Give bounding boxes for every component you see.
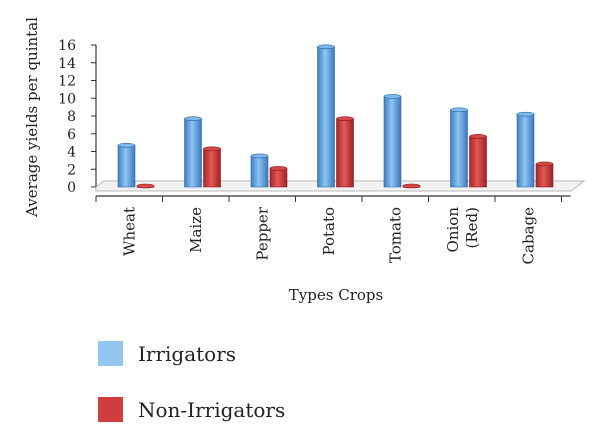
bar-top [203, 146, 221, 152]
legend-label: Irrigators [138, 342, 236, 366]
legend-label: Non-Irrigators [138, 398, 285, 422]
bar-body [383, 96, 402, 188]
bar-body [184, 118, 202, 188]
legend-item: Irrigators [98, 341, 236, 366]
bar-top [184, 116, 202, 121]
y-tick-label: 10 [58, 91, 76, 107]
y-tick-label: 0 [67, 180, 76, 196]
category-label: Cabage [519, 207, 537, 265]
bar-top [516, 111, 535, 117]
y-tick-label: 16 [58, 38, 76, 54]
bar-top [269, 166, 288, 171]
bar-body [336, 118, 354, 188]
y-tick-label: 2 [67, 162, 76, 178]
bar-body [450, 109, 468, 188]
legend-item: Non-Irrigators [98, 397, 285, 422]
bar [117, 142, 136, 188]
bar [136, 183, 155, 189]
bar [516, 111, 535, 188]
bar [383, 94, 402, 188]
bar-body [269, 168, 288, 188]
bar-top [250, 153, 269, 159]
bar-body [317, 46, 335, 188]
y-tick-label: 12 [58, 74, 76, 90]
bar-body [535, 163, 554, 188]
category-label: Wheat [120, 207, 138, 256]
bar [450, 107, 468, 188]
bar-body [203, 148, 221, 188]
category-label: Pepper [253, 206, 271, 260]
bar [469, 134, 487, 188]
bar-top [317, 44, 335, 50]
bar-top [136, 183, 155, 189]
bar-top [535, 161, 554, 167]
bar-top [383, 94, 402, 99]
bars [117, 44, 554, 189]
bar-top [450, 107, 468, 113]
bar [402, 183, 421, 189]
legend-swatch [98, 341, 123, 366]
category-label: Tomato [386, 207, 404, 263]
x-axis-title: Types Crops [289, 286, 383, 304]
bar-body [469, 136, 487, 188]
bar [269, 166, 288, 188]
bar-top [402, 183, 421, 189]
y-tick-label: 6 [67, 127, 76, 143]
category-label: Maize [187, 207, 205, 253]
category-label: Onion(Red) [444, 207, 481, 253]
bar-body [250, 155, 269, 188]
bar-body [516, 113, 535, 188]
bar [317, 44, 335, 188]
y-tick-label: 8 [67, 109, 76, 125]
bar [336, 116, 354, 188]
bar [250, 153, 269, 188]
legend-swatch [98, 397, 123, 422]
y-axis-title: Average yields per quintal [23, 17, 41, 218]
y-tick-label: 14 [58, 56, 76, 72]
bar [184, 116, 202, 188]
legend: Irrigators Non-Irrigators [98, 341, 285, 422]
bar-top [117, 142, 136, 148]
bar-top [469, 134, 487, 139]
bar-body [117, 144, 136, 188]
x-axis: Wheat Maize Pepper Potato Tomato Onion(Red) Ca… [95, 195, 571, 265]
y-tick-label: 4 [67, 145, 76, 161]
bar [203, 146, 221, 188]
bar-top [336, 116, 354, 121]
category-label: Potato [320, 207, 338, 256]
bar [535, 161, 554, 188]
